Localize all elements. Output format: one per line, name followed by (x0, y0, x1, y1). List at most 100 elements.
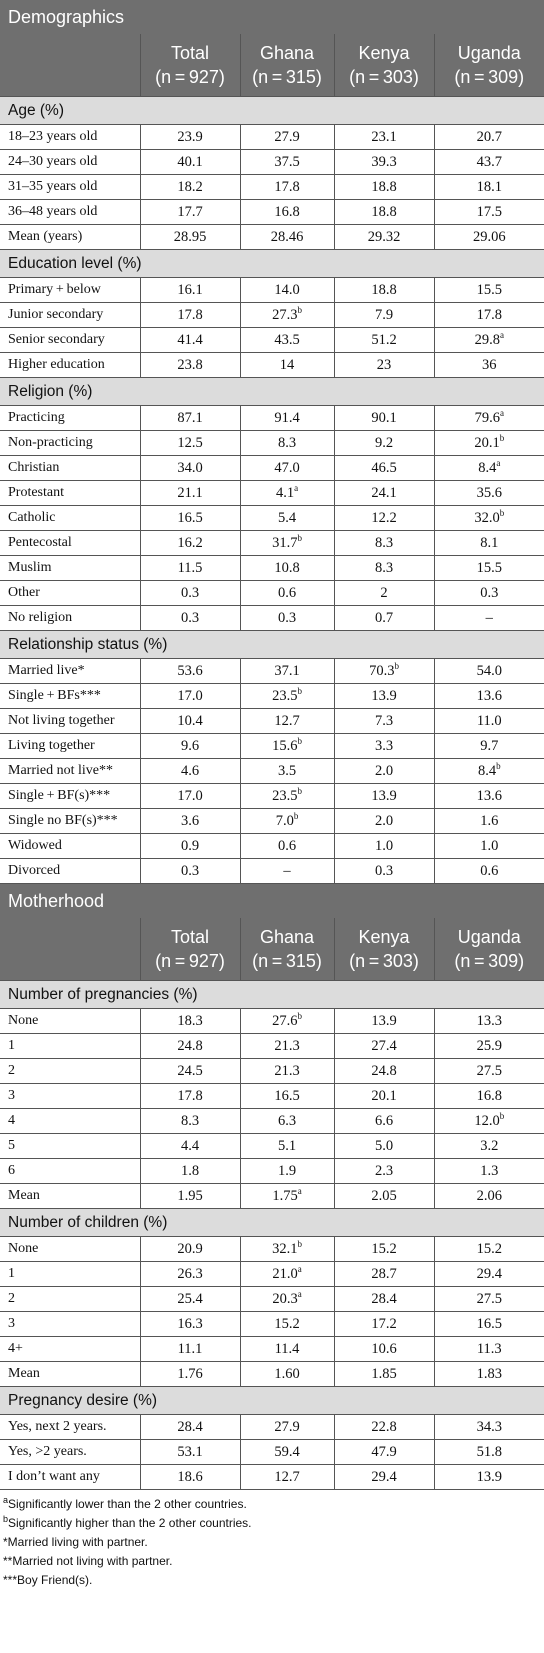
cell-value: 15.5 (434, 277, 544, 303)
row-label: Married not live** (0, 758, 141, 784)
row-label: Divorced (0, 858, 141, 884)
significance-mark: b (496, 761, 501, 772)
cell-value: 8.4b (434, 758, 544, 784)
cell-value: 1.3 (434, 1158, 544, 1184)
cell-number: 15.2 (274, 1316, 300, 1332)
cell-value: 34.3 (434, 1414, 544, 1440)
cell-number: 21.3 (274, 1063, 300, 1079)
cell-value: 37.1 (240, 658, 335, 684)
table-row: Pentecostal 16.2 31.7b 8.3 8.1 (0, 530, 544, 556)
cell-value: 20.1 (334, 1083, 435, 1109)
cell-number: 6.6 (374, 1113, 394, 1129)
table-row: 24–30 years old 40.1 37.5 39.3 43.7 (0, 149, 544, 175)
cell-value: 18.6 (140, 1464, 241, 1490)
column-name: Total (170, 43, 210, 63)
cell-number: 16.1 (177, 282, 203, 298)
row-label: Junior secondary (0, 302, 141, 328)
cell-value: 1.75a (240, 1183, 335, 1209)
cell-value: 9.6 (140, 733, 241, 759)
cell-value: 14.0 (240, 277, 335, 303)
cell-value: 18.3 (140, 1008, 241, 1034)
cell-value: 2.0 (334, 758, 435, 784)
cell-value: 12.7 (240, 1464, 335, 1490)
cell-value: 27.5 (434, 1058, 544, 1084)
cell-number: 10.6 (371, 1341, 397, 1357)
cell-value: 22.8 (334, 1414, 435, 1440)
cell-value: 0.9 (140, 833, 241, 859)
cell-value: 21.3 (240, 1033, 335, 1059)
cell-value: 87.1 (140, 405, 241, 431)
cell-number: 34.0 (177, 460, 203, 476)
cell-value: 8.3 (334, 555, 435, 581)
row-label: Mean (years) (0, 224, 141, 250)
cell-number: 15.5 (476, 282, 502, 298)
cell-number: 27.9 (274, 1419, 300, 1435)
cell-value: 1.6 (434, 808, 544, 834)
cell-value: 16.8 (434, 1083, 544, 1109)
cell-value: 91.4 (240, 405, 335, 431)
row-label: 4+ (0, 1336, 141, 1362)
cell-value: 21.0a (240, 1261, 335, 1287)
cell-number: 18.1 (476, 179, 502, 195)
cell-value: 25.9 (434, 1033, 544, 1059)
cell-value: 20.3a (240, 1286, 335, 1312)
cell-value: 20.7 (434, 124, 544, 150)
cell-number: 12.2 (371, 510, 397, 526)
row-label: 36–48 years old (0, 199, 141, 225)
column-n: (n = 309) (454, 951, 525, 971)
cell-number: 24.5 (177, 1063, 203, 1079)
cell-value: 16.2 (140, 530, 241, 556)
cell-value: 0.3 (334, 858, 435, 884)
significance-mark: b (297, 533, 302, 544)
table-row: Protestant 21.1 4.1a 24.1 35.6 (0, 480, 544, 506)
cell-value: 15.2 (434, 1236, 544, 1262)
cell-value: 24.1 (334, 480, 435, 506)
cell-value: – (434, 605, 544, 631)
table-row: Single + BFs*** 17.0 23.5b 13.9 13.6 (0, 683, 544, 709)
cell-value: 0.3 (140, 605, 241, 631)
cell-value: 39.3 (334, 149, 435, 175)
cell-value: 29.4 (434, 1261, 544, 1287)
cell-number: 28.95 (173, 229, 207, 245)
cell-number: 10.4 (177, 713, 203, 729)
cell-number: 23.1 (371, 129, 397, 145)
cell-value: 11.0 (434, 708, 544, 734)
cell-number: 17.2 (371, 1316, 397, 1332)
cell-value: 2.05 (334, 1183, 435, 1209)
table-row: Mean (years) 28.95 28.46 29.32 29.06 (0, 224, 544, 250)
table-row: None 20.9 32.1b 15.2 15.2 (0, 1236, 544, 1262)
cell-value: 90.1 (334, 405, 435, 431)
cell-value: 0.3 (434, 580, 544, 606)
cell-number: 34.3 (476, 1419, 502, 1435)
cell-number: 16.3 (177, 1316, 203, 1332)
cell-value: 8.4a (434, 455, 544, 481)
cell-value: 7.9 (334, 302, 435, 328)
cell-number: 23.9 (177, 129, 203, 145)
cell-value: 29.8a (434, 327, 544, 353)
footnote: ***Boy Friend(s). (3, 1571, 544, 1590)
cell-number: 29.4 (476, 1266, 502, 1282)
cell-value: 8.3 (334, 530, 435, 556)
cell-number: 1.75 (272, 1188, 298, 1204)
row-label: 18–23 years old (0, 124, 141, 150)
cell-number: 13.9 (371, 1013, 397, 1029)
cell-value: 24.8 (140, 1033, 241, 1059)
row-label: 1 (0, 1261, 141, 1287)
column-header: Ghana (n = 315) (240, 918, 335, 981)
table-title-row: Demographics (0, 0, 544, 34)
cell-value: 47.9 (334, 1439, 435, 1465)
row-label: Mean (0, 1183, 141, 1209)
significance-mark: b (297, 1011, 302, 1022)
cell-number: 16.5 (177, 510, 203, 526)
cell-value: 17.0 (140, 783, 241, 809)
table-row: 4+ 11.1 11.4 10.6 11.3 (0, 1336, 544, 1362)
cell-value: 10.6 (334, 1336, 435, 1362)
cell-number: 39.3 (371, 154, 397, 170)
cell-number: 31.7 (272, 535, 298, 551)
cell-number: 0.3 (277, 610, 297, 626)
table-row: 6 1.8 1.9 2.3 1.3 (0, 1158, 544, 1184)
cell-value: 15.6b (240, 733, 335, 759)
cell-value: 7.3 (334, 708, 435, 734)
cell-number: 43.5 (274, 332, 300, 348)
row-label: Mean (0, 1361, 141, 1387)
